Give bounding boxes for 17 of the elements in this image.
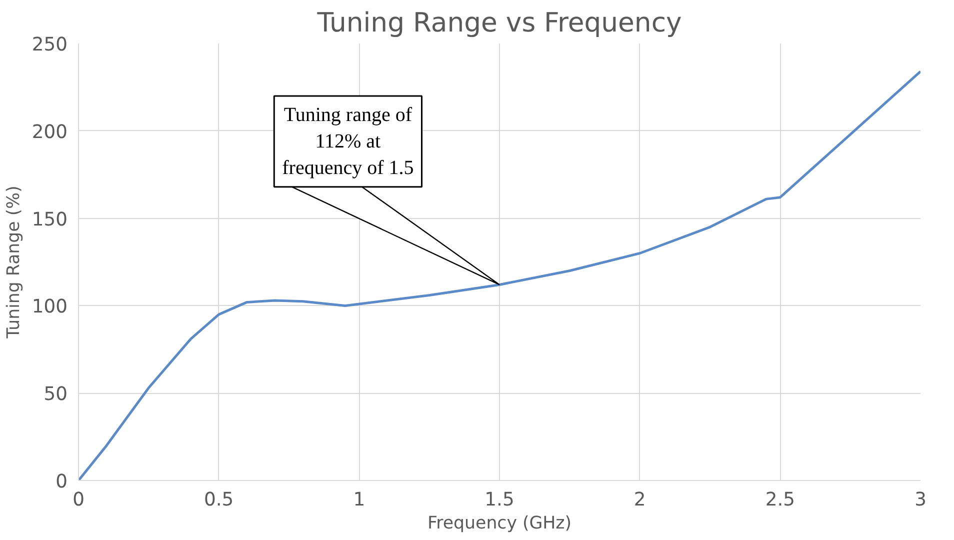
y-axis-title: Tuning Range (%): [4, 186, 24, 340]
x-tick-label: 2: [634, 490, 646, 510]
x-tick-label: 2.5: [765, 490, 796, 510]
y-tick-label: 150: [32, 209, 68, 230]
chart-title: Tuning Range vs Frequency: [316, 8, 682, 38]
x-axis-title: Frequency (GHz): [427, 514, 572, 534]
x-tick-label: 0: [72, 490, 84, 510]
x-tick-label: 0.5: [204, 490, 234, 510]
y-tick-label: 0: [56, 472, 68, 492]
x-tick-label: 1: [353, 490, 366, 510]
annotation: Tuning range of 112% at frequency of 1.5: [282, 104, 414, 179]
y-tick-label: 200: [32, 122, 68, 143]
x-tick-label: 3: [914, 490, 926, 510]
y-tick-label: 250: [32, 34, 68, 56]
x-tick-label: 1.5: [484, 490, 514, 510]
y-tick-label: 50: [44, 384, 68, 406]
y-tick-label: 100: [32, 296, 68, 318]
